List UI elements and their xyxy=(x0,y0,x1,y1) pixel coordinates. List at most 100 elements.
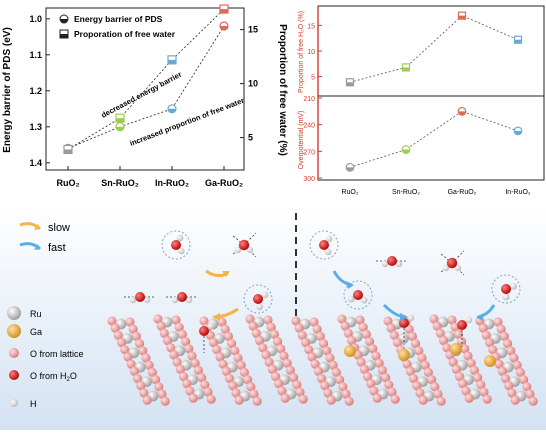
lattice-oxygen xyxy=(460,344,470,354)
lattice-oxygen xyxy=(251,328,261,338)
lattice-oxygen xyxy=(369,386,379,396)
y-tick-label-top: 15 xyxy=(307,23,315,30)
lattice-oxygen xyxy=(501,374,511,384)
h-atom xyxy=(442,264,450,272)
h-atom xyxy=(129,296,137,304)
lattice-oxygen xyxy=(249,389,259,399)
y-tick-label-right: 15 xyxy=(248,25,258,35)
h-bond-line xyxy=(439,262,453,274)
y-axis-label-left: Energy barrier of PDS (eV) xyxy=(2,27,13,153)
lattice-oxygen xyxy=(429,314,439,324)
lattice-oxygen xyxy=(503,339,513,349)
lattice-oxygen xyxy=(279,351,289,361)
o-water-atom xyxy=(446,257,458,269)
lattice-oxygen xyxy=(343,328,353,338)
lattice-oxygen xyxy=(504,381,514,391)
lattice-oxygen xyxy=(476,380,486,390)
lattice-oxygen xyxy=(528,396,538,406)
lattice-oxygen xyxy=(166,343,176,353)
water-molecule xyxy=(161,230,191,260)
lattice-oxygen xyxy=(273,337,283,347)
lattice-oxygen xyxy=(374,358,384,368)
lattice-oxygen xyxy=(344,396,354,406)
lattice-oxygen xyxy=(356,357,366,367)
lattice-oxygen xyxy=(315,331,325,341)
free-water-point-fill xyxy=(346,82,354,86)
adsorbed-water xyxy=(399,314,415,345)
lattice-oxygen xyxy=(496,324,506,334)
lattice-oxygen xyxy=(255,336,265,346)
fast-arrow-head xyxy=(34,244,40,250)
lattice-oxygen xyxy=(218,359,228,369)
lattice-oxygen xyxy=(188,393,198,403)
y-tick-label-bottom: 300 xyxy=(303,176,315,183)
top-series-line xyxy=(349,15,519,83)
lattice-oxygen xyxy=(177,329,187,339)
lattice-oxygen xyxy=(245,314,255,324)
lattice-oxygen xyxy=(291,316,301,326)
y-tick-label-left: 1.4 xyxy=(29,158,42,168)
lattice-oxygen xyxy=(387,387,397,397)
lattice-oxygen xyxy=(417,353,427,363)
lattice-oxygen xyxy=(123,352,133,362)
lattice-oxygen xyxy=(223,331,233,341)
lattice-oxygen xyxy=(120,345,130,355)
lattice-oxygen xyxy=(432,321,442,331)
lattice-oxygen xyxy=(328,360,338,370)
lattice-oxygen xyxy=(151,375,161,385)
plot-frame-right xyxy=(317,5,545,181)
h-atom xyxy=(347,295,355,303)
o-water-atom xyxy=(238,239,250,251)
lattice-oxygen xyxy=(221,366,231,376)
lattice-oxygen xyxy=(497,366,507,376)
energy-point-fill xyxy=(116,126,124,131)
slow-arrow-head xyxy=(34,224,40,230)
lattice-oxygen xyxy=(128,324,138,334)
lattice-oxygen xyxy=(377,365,387,375)
lattice-oxygen xyxy=(252,396,262,406)
ga-atom xyxy=(398,349,410,361)
lattice-oxygen xyxy=(280,393,290,403)
energy-barrier-chart: 1.0 1.1 1.2 1.3 1.4 5 10 15 RuO₂ Sn-RuO₂ In-RuO₂… xyxy=(0,0,290,205)
lattice-oxygen xyxy=(485,338,495,348)
lattice-oxygen xyxy=(341,389,351,399)
lattice-oxygen xyxy=(193,365,203,375)
lattice-oxygen xyxy=(298,394,308,404)
lattice-oxygen xyxy=(277,386,287,396)
lattice-oxygen xyxy=(231,388,241,398)
lattice-oxygen xyxy=(448,357,458,367)
o-water-atom xyxy=(387,256,397,266)
lattice-oxygen xyxy=(239,367,249,377)
legend: Energy barrier of PDS Proporation of fre… xyxy=(59,14,176,39)
lattice-oxygen xyxy=(227,339,237,349)
lattice-oxygen xyxy=(323,388,333,398)
legend-h: H xyxy=(30,399,37,409)
x-tick-label-right: RuO₂ xyxy=(341,189,358,196)
lattice-oxygen xyxy=(271,372,281,382)
lattice-oxygen xyxy=(139,388,149,398)
free-water-overpotential-chart: 5 10 15 210 240 270 300 RuO₂ Sn-RuO₂ Ga-RuO₂ In-… xyxy=(292,0,546,205)
lattice-oxygen xyxy=(171,315,181,325)
lattice-oxygen xyxy=(512,360,522,370)
lattice-oxygen xyxy=(184,344,194,354)
free-water-point-fill xyxy=(458,15,466,20)
lattice-oxygen xyxy=(407,331,417,341)
atom-legend: Ru Ga O from lattice O from H2O H xyxy=(7,306,84,409)
lattice-oxygen xyxy=(313,366,323,376)
lattice-oxygen xyxy=(267,364,277,374)
legend-slow: slow xyxy=(48,222,70,234)
lattice-oxygen xyxy=(182,379,192,389)
lattice-oxygen xyxy=(420,360,430,370)
legend-ru: Ru xyxy=(30,309,42,319)
h-atom xyxy=(185,296,193,304)
y-tick-label-top: 10 xyxy=(307,49,315,56)
ga-atom xyxy=(344,345,356,357)
h-atom xyxy=(171,296,179,304)
overpotential-point-fill xyxy=(346,167,354,172)
lattice-oxygen xyxy=(409,374,419,384)
h-atom xyxy=(502,293,510,301)
h-bond-line xyxy=(231,244,245,256)
y-axis-label-top: Proportion of free H₂O (%) xyxy=(298,11,305,93)
lattice-oxygen xyxy=(248,321,258,331)
lattice-oxygen xyxy=(435,328,445,338)
